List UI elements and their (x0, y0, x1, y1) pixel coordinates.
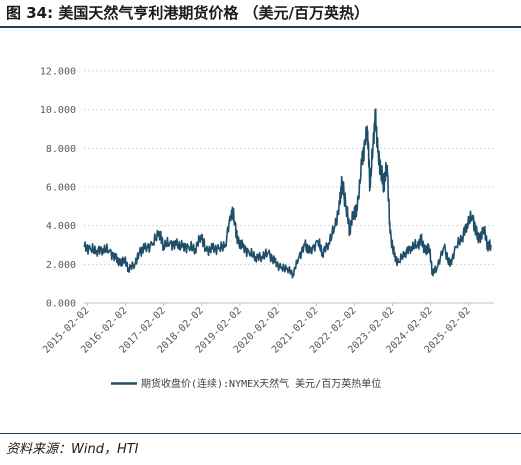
source-note: 资料来源：Wind，HTI (6, 442, 139, 457)
y-tick-label: 8.000 (46, 144, 76, 155)
y-tick-label: 4.000 (46, 221, 76, 232)
y-tick-label: 12.000 (40, 67, 76, 78)
x-axis-ticks: 2015-02-022016-02-022017-02-022018-02-02… (41, 303, 473, 356)
legend-label: 期货收盘价(连续):NYMEX天然气 美元/百万英热单位 (141, 377, 381, 390)
series-line-ng-futures (83, 108, 492, 279)
legend: 期货收盘价(连续):NYMEX天然气 美元/百万英热单位 (111, 377, 381, 390)
y-tick-label: 2.000 (46, 260, 76, 271)
figure-title: 图 34: 美国天然气亨利港期货价格 （美元/百万英热） (6, 4, 370, 22)
y-tick-label: 0.000 (46, 299, 76, 310)
gridlines (84, 70, 494, 265)
y-axis-ticks: 0.000 2.000 4.000 6.000 8.000 10.000 12.000 (40, 67, 76, 310)
footer-divider (0, 433, 521, 434)
y-tick-label: 10.000 (40, 105, 76, 116)
y-tick-label: 6.000 (46, 183, 76, 194)
title-divider (0, 26, 521, 28)
